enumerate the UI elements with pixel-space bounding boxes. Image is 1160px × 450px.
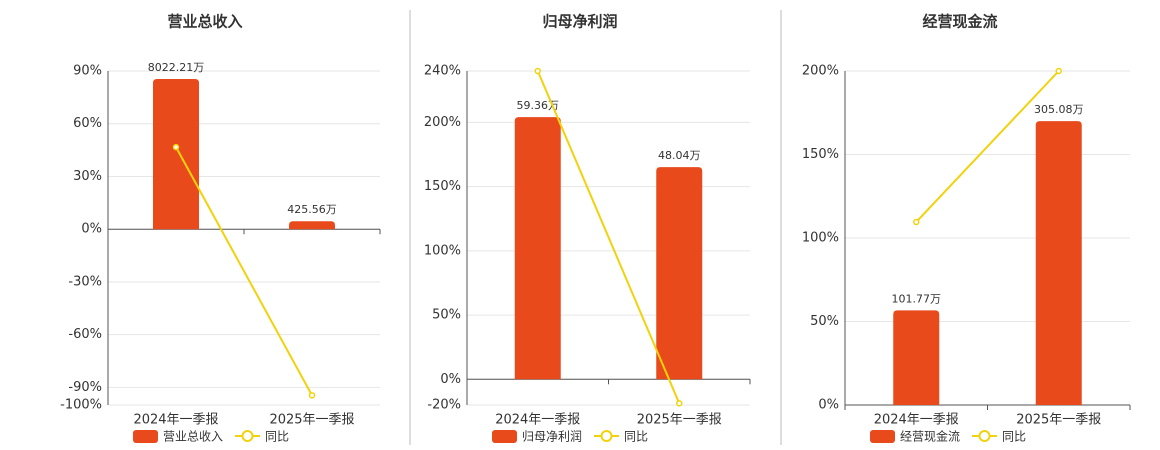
chart-title: 归母净利润 [542,13,617,31]
line-point [534,67,541,75]
bar [656,167,703,380]
y-tick-label: 100% [802,231,839,246]
y-tick-label: 200% [802,64,839,79]
line-point [913,218,920,226]
y-tick-label: 240% [424,64,461,79]
value-label: 425.56万 [287,203,337,216]
value-label: 305.08万 [1034,103,1084,116]
legend-swatch [978,430,991,442]
line-point [1055,67,1062,75]
bar [153,79,199,230]
y-tick-label: -90% [68,380,102,395]
line-point [308,392,316,399]
legend-swatch [133,430,158,443]
y-tick-label: 0% [818,398,839,413]
legend-label: 同比 [624,430,648,444]
y-tick-label: -30% [68,274,102,289]
y-tick-label: 50% [432,308,461,323]
y-tick-label: -20% [427,398,461,413]
x-tick-label: 2025年一季报 [637,413,722,428]
legend-label: 营业总收入 [163,430,223,444]
chart-title: 营业总收入 [167,13,242,31]
value-label: 8022.21万 [148,61,205,74]
legend-label: 同比 [265,430,289,444]
y-tick-label: -60% [68,327,102,342]
x-tick-label: 2024年一季报 [874,413,959,428]
bar [893,310,940,405]
y-tick-label: 150% [424,179,461,194]
value-label: 101.77万 [892,292,942,305]
y-tick-label: 200% [424,115,461,130]
y-tick-label: 90% [73,64,102,79]
legend-swatch [492,430,517,443]
chart-title: 经营现金流 [922,13,997,31]
value-label: 48.04万 [658,149,701,162]
y-tick-label: -100% [60,398,102,413]
y-tick-label: 0% [81,222,102,237]
legend-label: 经营现金流 [900,429,960,444]
legend-swatch [600,430,613,442]
bar [289,221,335,230]
line-point [676,400,683,407]
bar [1035,121,1082,405]
legend-label: 同比 [1002,430,1026,444]
x-tick-label: 2024年一季报 [495,413,580,428]
value-label: 59.36万 [517,99,560,112]
legend-label: 归母净利润 [522,430,582,444]
line [915,70,1060,223]
legend-swatch [241,430,254,442]
line-point [172,143,180,151]
y-tick-label: 30% [73,169,102,184]
x-tick-label: 2025年一季报 [269,413,354,428]
x-tick-label: 2025年一季报 [1016,413,1101,428]
line [175,146,313,396]
y-tick-label: 50% [810,314,839,329]
x-tick-label: 2024年一季报 [133,413,218,428]
y-tick-label: 150% [802,147,839,162]
bar [514,117,561,380]
y-tick-label: 0% [440,372,461,387]
y-tick-label: 100% [424,243,461,258]
y-tick-label: 60% [73,116,102,131]
line [536,70,681,404]
legend-swatch [870,430,895,443]
